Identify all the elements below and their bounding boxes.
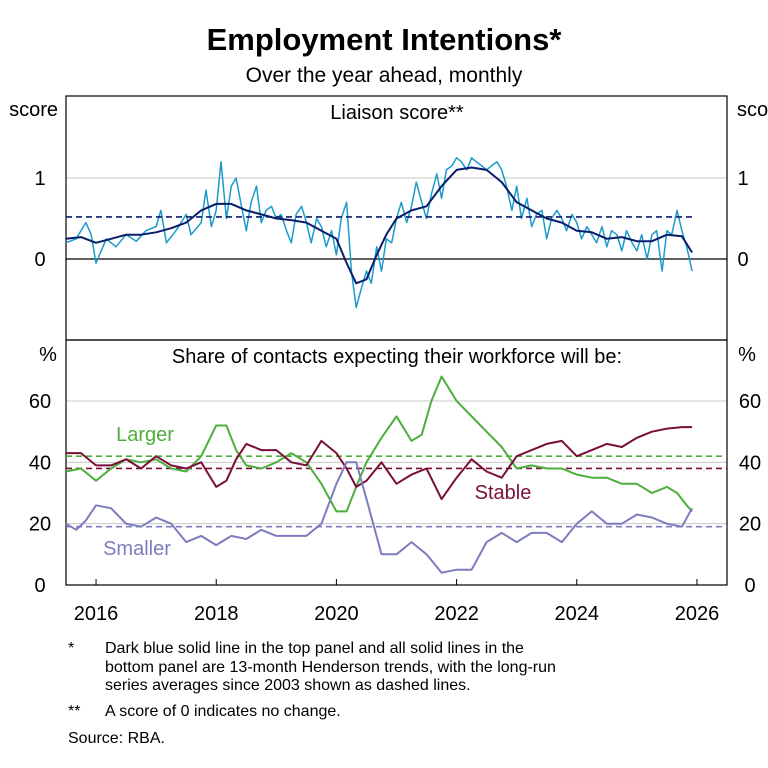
x-tick-label: 2016 xyxy=(74,603,119,625)
chart-title: Employment Intentions* xyxy=(206,22,562,57)
liaison-raw-line xyxy=(65,157,693,309)
source-note: Source: RBA. xyxy=(68,730,165,747)
bottom-y-tick-label-right: 40 xyxy=(739,452,761,474)
larger-trend-line xyxy=(65,375,693,513)
top-y-tick-label-left: 0 xyxy=(34,249,45,271)
top-y-unit-right: score xyxy=(737,99,768,121)
x-tick-label: 2026 xyxy=(675,603,720,625)
bottom-panel-frame xyxy=(65,339,728,586)
x-tick-label: 2024 xyxy=(555,603,600,625)
top-y-tick-label-right: 1 xyxy=(737,168,748,190)
bottom-panel-title: Share of contacts expecting their workfo… xyxy=(172,346,622,368)
footnote-1-line-3: series averages since 2003 shown as dash… xyxy=(105,677,471,695)
liaison-trend-line xyxy=(65,166,693,285)
bottom-y-tick-label-left: 60 xyxy=(29,391,51,413)
larger-series-label: Larger xyxy=(116,424,174,446)
x-tick-label: 2022 xyxy=(434,603,479,625)
footnote-1-line-1: Dark blue solid line in the top panel an… xyxy=(105,640,524,657)
footnote-2-line-1: A score of 0 indicates no change. xyxy=(105,703,341,720)
top-y-tick-label-left: 1 xyxy=(34,168,45,190)
smaller-series-label: Smaller xyxy=(103,538,171,560)
footnote-marker-2: ** xyxy=(68,703,81,720)
bottom-y-tick-label-left: 20 xyxy=(29,514,51,536)
footnote-2: A score of 0 indicates no change. xyxy=(105,703,341,722)
bottom-y-tick-label-left: 0 xyxy=(34,575,45,597)
stable-trend-line xyxy=(66,426,693,501)
chart-subtitle: Over the year ahead, monthly xyxy=(245,64,523,87)
bottom-y-unit-right: % xyxy=(738,344,756,366)
stable-series-label: Stable xyxy=(475,482,532,504)
top-y-unit-left: score xyxy=(9,99,58,121)
bottom-y-tick-label-right: 60 xyxy=(739,391,761,413)
smaller-trend-line xyxy=(65,461,693,574)
bottom-y-tick-label-right: 20 xyxy=(739,514,761,536)
footnote-1: Dark blue solid line in the top panel an… xyxy=(105,640,556,696)
footnote-1-line-2: bottom panel are 13-month Henderson tren… xyxy=(105,658,556,676)
bottom-y-tick-label-right: 0 xyxy=(744,575,755,597)
footnote-marker-1: * xyxy=(68,640,75,657)
bottom-y-unit-left: % xyxy=(39,344,57,366)
top-panel-title: Liaison score** xyxy=(330,102,464,124)
x-tick-label: 2018 xyxy=(194,603,239,625)
bottom-y-tick-label-left: 40 xyxy=(29,452,51,474)
top-y-tick-label-right: 0 xyxy=(737,249,748,271)
x-tick-label: 2020 xyxy=(314,603,359,625)
